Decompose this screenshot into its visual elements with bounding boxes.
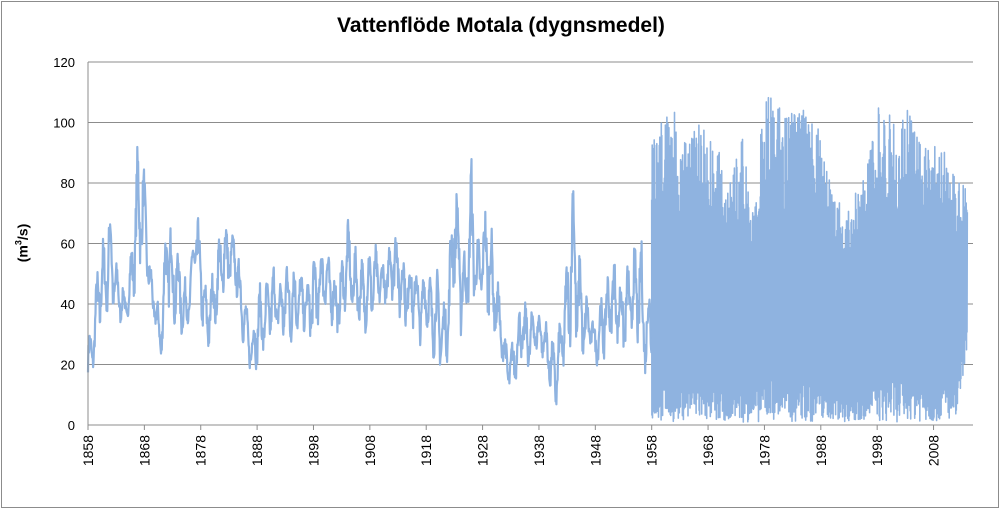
x-tick-label: 1968 — [700, 435, 716, 466]
x-tick-label: 1938 — [531, 435, 547, 466]
x-tick-labels: 1858 1868 1878 1888 1898 1908 1918 1928 1938 1948… — [80, 435, 942, 466]
y-tick-label: 20 — [61, 358, 75, 373]
y-tick-labels: 0 20 40 60 80 100 120 — [53, 55, 75, 433]
x-tick-label: 1978 — [756, 435, 772, 466]
y-tick-label: 80 — [61, 176, 75, 191]
x-tick-label: 1878 — [193, 435, 209, 466]
flow-series — [86, 96, 969, 423]
chart-title: Vattenflöde Motala (dygnsmedel) — [337, 14, 665, 37]
x-tick-label: 2008 — [926, 435, 942, 466]
x-tick-label: 1998 — [869, 435, 885, 466]
x-tick-label: 1888 — [249, 435, 265, 466]
y-tick-label: 40 — [61, 297, 75, 312]
x-tick-label: 1918 — [418, 435, 434, 466]
series-line — [650, 96, 969, 423]
x-tick-label: 1988 — [813, 435, 829, 466]
y-tick-label: 60 — [61, 237, 75, 252]
y-tick-label: 100 — [53, 116, 75, 131]
series-line — [86, 145, 653, 406]
x-tick-label: 1958 — [644, 435, 660, 466]
axes — [87, 62, 973, 430]
y-tick-label: 120 — [53, 55, 75, 70]
x-tick-label: 1858 — [80, 435, 96, 466]
x-tick-label: 1928 — [475, 435, 491, 466]
y-tick-label: 0 — [68, 418, 75, 433]
x-tick-label: 1898 — [305, 435, 321, 466]
x-tick-label: 1948 — [587, 435, 603, 466]
x-tick-label: 1868 — [136, 435, 152, 466]
x-tick-label: 1908 — [362, 435, 378, 466]
